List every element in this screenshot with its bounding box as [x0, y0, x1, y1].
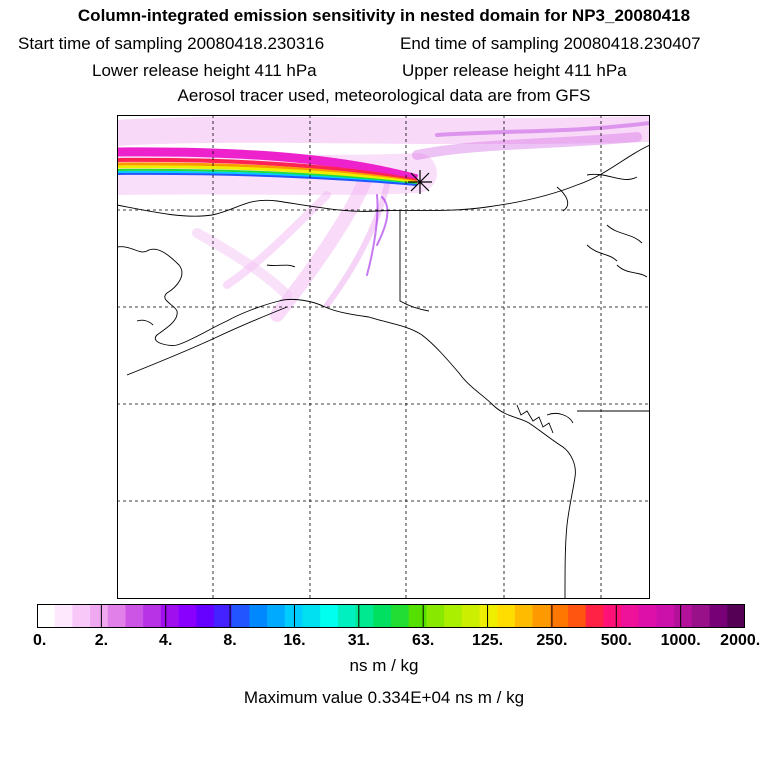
colorbar-swatch	[727, 604, 745, 628]
end-time-label: End time of sampling 20080418.230407	[400, 34, 701, 53]
colorbar-swatch	[143, 604, 162, 628]
plume-core	[117, 147, 419, 186]
plot-title: Column-integrated emission sensitivity i…	[77, 6, 691, 25]
colorbar-tick-label: 500.	[600, 632, 632, 649]
map-background	[117, 115, 650, 599]
colorbar-swatch	[638, 604, 657, 628]
colorbar-swatch	[444, 604, 463, 628]
lower-release-label: Lower release height 411 hPa	[92, 61, 317, 80]
map-frame	[117, 115, 650, 599]
colorbar-dividers	[100, 604, 682, 628]
colorbar-swatch	[337, 604, 356, 628]
colorbar-swatch	[249, 604, 268, 628]
colorbar-swatch	[160, 604, 179, 628]
tracer-info: Aerosol tracer used, meteorological data…	[177, 86, 591, 105]
colorbar-swatch	[320, 604, 339, 628]
colorbar-swatch	[585, 604, 604, 628]
colorbar-frame	[37, 604, 745, 628]
colorbar-swatch	[267, 604, 286, 628]
colorbar-swatch	[408, 604, 427, 628]
colorbar-tick-label: 4.	[159, 632, 173, 649]
colorbar-swatch	[674, 604, 693, 628]
sampling-times-row: Start time of sampling 20080418.230316 E…	[0, 34, 768, 56]
colorbar-swatch	[426, 604, 445, 628]
colorbar-tick-labels: 0. 2. 4. 8. 16. 31. 63. 125. 250. 500. 1000. 2000.	[0, 632, 768, 654]
colorbar-tick-label: 2.	[94, 632, 109, 649]
maximum-value-label: Maximum value 0.334E+04 ns m / kg	[243, 688, 525, 707]
colorbar-tick-label: 63.	[412, 632, 435, 649]
colorbar-swatch	[550, 604, 569, 628]
colorbar-units: ns m / kg	[349, 656, 419, 675]
colorbar-swatch	[355, 604, 374, 628]
colorbar-swatch	[709, 604, 728, 628]
colorbar-tick-label: 31.	[347, 632, 370, 649]
release-heights-row: Lower release height 411 hPa Upper relea…	[0, 61, 768, 83]
colorbar-tick-label: 2000.	[720, 632, 761, 649]
colorbar-swatch	[178, 604, 197, 628]
colorbar-swatch	[461, 604, 480, 628]
graticule	[117, 115, 650, 599]
colorbar-swatches	[37, 604, 745, 628]
colorbar-tick-label: 16.	[283, 632, 306, 649]
colorbar-swatch	[214, 604, 233, 628]
colorbar-swatch	[514, 604, 533, 628]
colorbar-swatch	[54, 604, 73, 628]
colorbar-swatch	[621, 604, 640, 628]
colorbar-tick-label: 125.	[471, 632, 504, 649]
colorbar-tick-label: 0.	[32, 632, 47, 649]
colorbar-tick-label: 1000.	[660, 632, 701, 649]
political-borders	[399, 211, 650, 412]
colorbar-swatch	[373, 604, 392, 628]
colorbar-swatch	[656, 604, 675, 628]
colorbar-swatch	[196, 604, 215, 628]
colorbar-swatch	[37, 604, 56, 628]
colorbar-swatch	[125, 604, 144, 628]
colorbar-swatch	[284, 604, 303, 628]
sensitivity-map	[117, 115, 650, 599]
colorbar-swatch	[72, 604, 91, 628]
upper-release-label: Upper release height 411 hPa	[402, 61, 627, 80]
colorbar-swatch	[532, 604, 551, 628]
colorbar-swatch	[391, 604, 410, 628]
colorbar-tick-label: 8.	[223, 632, 237, 649]
colorbar-swatch	[691, 604, 710, 628]
release-point-marker	[408, 170, 432, 194]
colorbar-tick-label: 250.	[536, 632, 568, 649]
colorbar-swatch	[497, 604, 516, 628]
colorbar-swatch	[568, 604, 587, 628]
coastlines	[117, 144, 650, 599]
colorbar-swatch	[107, 604, 126, 628]
colorbar-swatch	[479, 604, 498, 628]
start-time-label: Start time of sampling 20080418.230316	[18, 34, 325, 53]
colorbar-swatch	[231, 604, 250, 628]
colorbar-swatch	[603, 604, 622, 628]
colorbar-swatch	[90, 604, 109, 628]
colorbar-swatch	[302, 604, 321, 628]
colorbar	[37, 604, 745, 628]
